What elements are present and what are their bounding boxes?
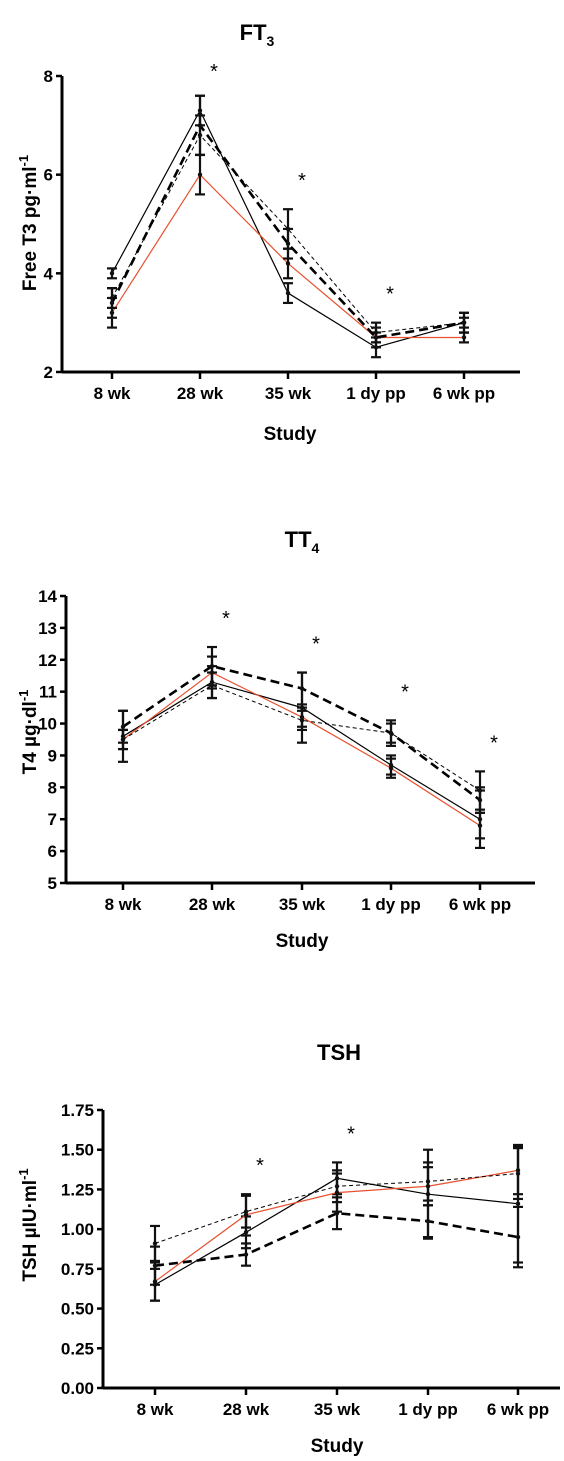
data-point: [516, 1235, 520, 1239]
x-tick-label: 1 dy pp: [361, 895, 421, 914]
x-tick-label: 1 dy pp: [398, 1400, 458, 1419]
data-point: [153, 1241, 157, 1245]
x-axis-label: Study: [264, 424, 317, 445]
x-tick-label: 28 wk: [189, 895, 236, 914]
y-tick-label: 1.50: [61, 1141, 94, 1160]
data-point: [374, 335, 378, 339]
x-tick-label: 8 wk: [105, 895, 142, 914]
data-point: [335, 1184, 339, 1188]
y-tick-label: 0.75: [61, 1260, 94, 1279]
x-tick-label: 1 dy pp: [346, 384, 406, 403]
chart-title: TSH: [317, 1040, 361, 1065]
x-tick-label: 35 wk: [279, 895, 326, 914]
y-tick-label: 0.25: [61, 1339, 94, 1358]
data-point: [210, 664, 214, 668]
x-tick-label: 8 wk: [137, 1400, 174, 1419]
y-tick-label: 8: [44, 67, 53, 86]
data-point: [300, 686, 304, 690]
y-tick-label: 10: [38, 715, 57, 734]
y-tick-label: 2: [44, 363, 53, 382]
data-point: [244, 1252, 248, 1256]
x-tick-label: 28 wk: [223, 1400, 270, 1419]
data-point: [121, 725, 125, 729]
chart-tsh: TSH TSH µIU·ml-1 Study 0.00 0.25 0.50 0.75 1…: [16, 1040, 560, 1457]
significance-star: *: [401, 681, 409, 703]
data-point: [426, 1219, 430, 1223]
y-tick-label: 13: [38, 619, 57, 638]
y-tick-label: 6: [48, 842, 57, 861]
y-tick-label: 12: [38, 651, 57, 670]
data-point: [462, 335, 466, 339]
plot-area: 0.00 0.25 0.50 0.75 1.00 1.25 1.50 1.75 8 wk 28 w…: [61, 1101, 560, 1419]
data-point: [198, 123, 202, 127]
y-tick-label: 9: [48, 746, 57, 765]
significance-star: *: [210, 61, 218, 83]
data-point: [286, 291, 290, 295]
y-tick-label: 11: [39, 683, 57, 702]
significance-star: *: [312, 634, 320, 656]
data-point: [110, 271, 114, 275]
data-point: [244, 1209, 248, 1213]
x-axis-label: Study: [311, 1436, 364, 1457]
x-tick-label: 8 wk: [94, 384, 131, 403]
significance-star: *: [386, 284, 394, 306]
x-tick-label: 28 wk: [177, 384, 224, 403]
data-point: [286, 242, 290, 246]
x-tick-label: 35 wk: [314, 1400, 361, 1419]
plot-area: 5 6 7 8 9 10 11 12 13 14 8 wk 28 wk 35 wk 1 dy pp 6 wk…: [38, 587, 535, 914]
significance-star: *: [490, 732, 498, 754]
data-point: [516, 1202, 520, 1206]
data-point: [426, 1179, 430, 1183]
y-tick-label: 1.25: [61, 1180, 94, 1199]
significance-star: *: [256, 1155, 264, 1177]
y-tick-label: 8: [48, 778, 57, 797]
significance-star: *: [298, 170, 306, 192]
x-tick-label: 6 wk pp: [433, 384, 495, 403]
y-tick-label: 4: [44, 264, 54, 283]
chart-title: TT4: [285, 527, 320, 556]
data-point: [300, 718, 304, 722]
data-point: [335, 1211, 339, 1215]
chart-title: FT3: [240, 20, 275, 49]
x-tick-label: 35 wk: [265, 384, 312, 403]
data-point: [516, 1171, 520, 1175]
data-point: [198, 172, 202, 176]
significance-star: *: [347, 1123, 355, 1145]
y-axis-label: Free T3 pg·ml-1: [16, 155, 41, 291]
y-tick-label: 1.75: [61, 1101, 94, 1120]
y-tick-label: 7: [48, 810, 57, 829]
data-point: [389, 766, 393, 770]
significance-star: *: [222, 608, 230, 630]
y-tick-label: 0.00: [61, 1379, 94, 1398]
y-tick-label: 0.50: [61, 1300, 94, 1319]
y-axis-label: TSH µIU·ml-1: [16, 1168, 41, 1281]
y-tick-label: 6: [44, 166, 53, 185]
y-tick-label: 14: [38, 587, 57, 606]
data-point: [153, 1263, 157, 1267]
y-tick-label: 5: [48, 874, 57, 893]
x-tick-label: 6 wk pp: [449, 895, 511, 914]
plot-area: 2 4 6 8 8 wk 28 wk 35 wk 1 dy pp 6 wk pp * * *: [44, 61, 520, 403]
data-point: [389, 731, 393, 735]
x-axis-label: Study: [276, 931, 329, 952]
y-tick-label: 1.00: [61, 1220, 94, 1239]
x-tick-label: 6 wk pp: [487, 1400, 549, 1419]
data-point: [478, 798, 482, 802]
chart-ft3: FT3 Free T3 pg·ml-1 Study 2 4 6 8 8 wk 28 wk 3…: [16, 20, 520, 445]
data-point: [462, 320, 466, 324]
data-point: [110, 301, 114, 305]
data-point: [478, 823, 482, 827]
data-point: [286, 261, 290, 265]
